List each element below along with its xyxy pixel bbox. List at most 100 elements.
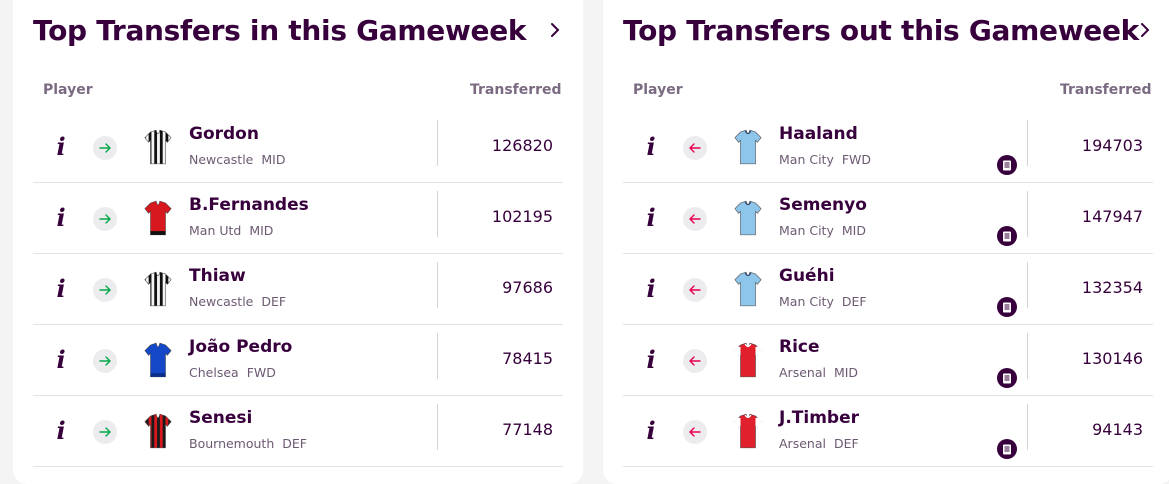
player-meta: Newcastle DEF: [189, 294, 286, 309]
player-name[interactable]: Rice: [779, 337, 820, 357]
transferred-value: 97686: [502, 278, 553, 297]
arrow-left-icon: [683, 278, 707, 302]
team-shirt-icon: [143, 198, 173, 238]
info-icon[interactable]: i: [646, 203, 656, 232]
player-row[interactable]: i João Pedro Chelsea FWD 78415: [33, 325, 563, 396]
transfers-out-card: Top Transfers out this Gameweek Player T…: [603, 0, 1169, 484]
team-shirt-icon: [733, 411, 763, 451]
player-row[interactable]: i B.Fernandes Man Utd MID 102195: [33, 183, 563, 254]
player-name[interactable]: João Pedro: [189, 337, 293, 357]
player-name[interactable]: J.Timber: [779, 408, 860, 428]
team-shirt-icon: [143, 340, 173, 380]
chevron-right-icon[interactable]: [1133, 18, 1157, 42]
info-icon[interactable]: i: [56, 274, 66, 303]
player-name[interactable]: Gordon: [189, 124, 259, 144]
info-icon[interactable]: i: [56, 416, 66, 445]
player-row[interactable]: i Rice Arsenal MID 130146: [623, 325, 1153, 396]
news-note-icon[interactable]: [997, 297, 1017, 317]
player-meta: Man City DEF: [779, 294, 867, 309]
info-icon[interactable]: i: [646, 345, 656, 374]
column-divider: [437, 404, 438, 450]
transfers-in-card: Top Transfers in this Gameweek Player Tr…: [13, 0, 583, 484]
arrow-right-icon: [93, 207, 117, 231]
info-icon[interactable]: i: [646, 274, 656, 303]
player-name[interactable]: B.Fernandes: [189, 195, 309, 215]
info-icon[interactable]: i: [56, 345, 66, 374]
column-header-player: Player: [43, 82, 93, 98]
column-divider: [1027, 120, 1028, 166]
team-shirt-icon: [733, 127, 763, 167]
column-divider: [437, 333, 438, 379]
news-note-icon[interactable]: [997, 155, 1017, 175]
transferred-value: 147947: [1081, 207, 1143, 226]
player-row[interactable]: i Thiaw Newcastle DEF 97686: [33, 254, 563, 325]
info-icon[interactable]: i: [646, 132, 656, 161]
column-divider: [437, 120, 438, 166]
news-note-icon[interactable]: [997, 368, 1017, 388]
player-position: DEF: [261, 294, 287, 309]
player-position: FWD: [841, 152, 872, 167]
player-position: MID: [249, 223, 274, 238]
news-note-icon[interactable]: [997, 226, 1017, 246]
arrow-left-icon: [683, 207, 707, 231]
team-shirt-icon: [733, 340, 763, 380]
player-name[interactable]: Haaland: [779, 124, 858, 144]
player-name[interactable]: Guéhi: [779, 266, 835, 286]
team-shirt-icon: [733, 198, 763, 238]
team-shirt-icon: [143, 127, 173, 167]
player-position: MID: [833, 365, 859, 380]
player-row[interactable]: i J.Timber Arsenal DEF 94143: [623, 396, 1153, 467]
player-name[interactable]: Semenyo: [779, 195, 867, 215]
player-meta: Chelsea FWD: [189, 365, 276, 380]
player-row[interactable]: i Haaland Man City FWD 194703: [623, 112, 1153, 183]
player-position: DEF: [282, 436, 307, 451]
column-header-transferred: Transferred: [1060, 82, 1152, 98]
info-icon[interactable]: i: [56, 132, 66, 161]
player-team: Newcastle: [189, 294, 254, 309]
player-name[interactable]: Senesi: [189, 408, 253, 428]
player-meta: Arsenal DEF: [779, 436, 859, 451]
player-meta: Newcastle MID: [189, 152, 285, 167]
player-team: Arsenal: [779, 365, 826, 380]
player-row[interactable]: i Guéhi Man City DEF 132354: [623, 254, 1153, 325]
player-row[interactable]: i Semenyo Man City MID 147947: [623, 183, 1153, 254]
column-header-transferred: Transferred: [470, 82, 562, 98]
column-divider: [1027, 262, 1028, 308]
player-name[interactable]: Thiaw: [189, 266, 246, 286]
player-position: DEF: [833, 436, 859, 451]
transfers-out-title: Top Transfers out this Gameweek: [623, 14, 1139, 47]
news-note-icon[interactable]: [997, 439, 1017, 459]
player-team: Arsenal: [779, 436, 826, 451]
info-icon[interactable]: i: [646, 416, 656, 445]
transferred-value: 77148: [502, 420, 553, 439]
player-meta: Arsenal MID: [779, 365, 858, 380]
player-team: Man Utd: [189, 223, 242, 238]
player-meta: Man City FWD: [779, 152, 871, 167]
player-position: DEF: [841, 294, 867, 309]
column-divider: [1027, 404, 1028, 450]
arrow-right-icon: [93, 136, 117, 160]
team-shirt-icon: [733, 269, 763, 309]
column-header-player: Player: [633, 82, 683, 98]
transferred-value: 194703: [1081, 136, 1143, 155]
player-row[interactable]: i Senesi Bournemouth DEF 77148: [33, 396, 563, 467]
player-meta: Bournemouth DEF: [189, 436, 307, 451]
player-row[interactable]: i Gordon Newcastle MID 126820: [33, 112, 563, 183]
transferred-value: 126820: [491, 136, 553, 155]
column-divider: [437, 191, 438, 237]
info-icon[interactable]: i: [56, 203, 66, 232]
arrow-left-icon: [683, 420, 707, 444]
team-shirt-icon: [143, 411, 173, 451]
transferred-value: 94143: [1092, 420, 1143, 439]
transfers-in-list: i Gordon Newcastle MID 126820 i B.Fernandes Man…: [33, 112, 563, 467]
player-team: Man City: [779, 223, 834, 238]
player-team: Man City: [779, 152, 834, 167]
transferred-value: 132354: [1081, 278, 1143, 297]
player-meta: Man Utd MID: [189, 223, 273, 238]
transferred-value: 78415: [502, 349, 553, 368]
arrow-right-icon: [93, 349, 117, 373]
chevron-right-icon[interactable]: [543, 18, 567, 42]
column-divider: [1027, 191, 1028, 237]
player-position: FWD: [246, 365, 276, 380]
player-team: Man City: [779, 294, 834, 309]
